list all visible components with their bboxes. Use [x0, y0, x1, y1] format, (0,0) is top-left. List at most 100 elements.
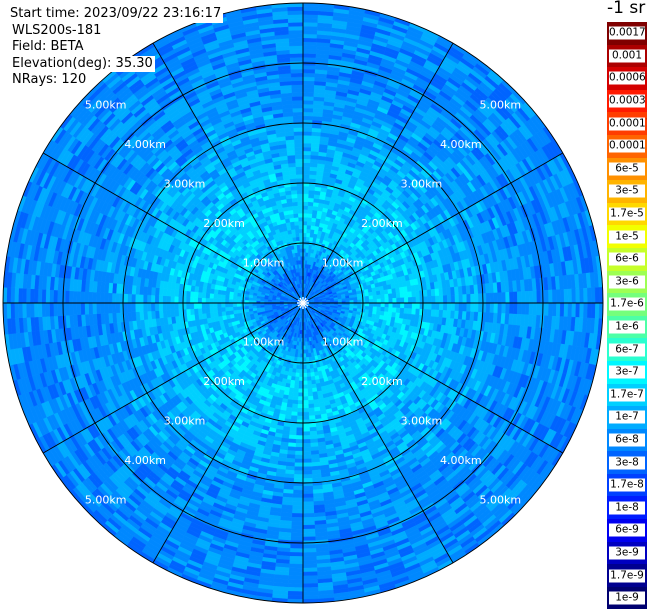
range-gate-cell	[303, 50, 316, 54]
range-gate-cell	[303, 451, 311, 455]
range-gate-cell	[309, 178, 316, 182]
range-gate-cell	[303, 131, 312, 135]
range-gate-cell	[308, 400, 314, 404]
range-gate-cell	[303, 529, 315, 533]
range-gate-cell	[307, 377, 311, 381]
range-gate-cell	[517, 292, 521, 303]
range-gate-cell	[290, 548, 303, 552]
range-gate-cell	[306, 353, 309, 357]
range-gate-cell	[303, 506, 314, 510]
range-gate-cell	[295, 451, 303, 455]
range-gate-cell	[502, 303, 506, 314]
range-gate-cell	[303, 85, 314, 89]
range-gate-cell	[303, 108, 313, 112]
range-gate-cell	[303, 560, 317, 564]
range-gate-cell	[373, 303, 377, 307]
range-gate-cell	[432, 296, 436, 303]
range-gate-cell	[397, 303, 401, 308]
range-gate-cell	[428, 303, 432, 310]
range-gate-cell	[310, 365, 314, 369]
range-gate-cell	[389, 303, 393, 308]
range-gate-cell	[572, 303, 576, 317]
range-gate-cell	[309, 186, 315, 190]
range-gate-cell	[303, 178, 310, 182]
range-gate-cell	[303, 548, 316, 552]
range-gate-cell	[303, 412, 309, 416]
range-gate-cell	[377, 295, 381, 299]
range-gate-cell	[432, 303, 436, 310]
range-gate-cell	[293, 392, 298, 396]
range-gate-cell	[303, 221, 307, 225]
range-gate-cell	[303, 57, 316, 61]
range-gate-cell	[564, 303, 568, 317]
range-gate-cell	[303, 151, 311, 155]
range-gate-cell	[295, 373, 299, 377]
range-gate-cell	[288, 587, 303, 591]
range-gate-cell	[474, 303, 478, 312]
range-gate-cell	[587, 303, 591, 318]
range-gate-cell	[303, 552, 316, 556]
range-gate-cell	[463, 303, 467, 312]
range-gate-cell	[292, 400, 298, 404]
range-gate-cell	[303, 474, 312, 478]
range-gate-cell	[306, 357, 309, 361]
range-gate-cell	[309, 194, 315, 198]
range-gate-cell	[576, 303, 580, 318]
range-gate-cell	[303, 237, 307, 241]
range-gate-cell	[486, 293, 490, 303]
range-gate-cell	[303, 583, 318, 587]
range-gate-cell	[299, 369, 303, 373]
range-gate-cell	[525, 303, 529, 315]
range-gate-cell	[297, 408, 303, 412]
range-gate-cell	[385, 299, 389, 304]
range-gate-cell	[289, 568, 303, 572]
range-gate-cell	[303, 7, 319, 11]
range-gate-cell	[309, 408, 315, 412]
range-gate-cell	[358, 303, 362, 306]
range-gate-cell	[498, 293, 502, 303]
range-gate-cell	[377, 303, 381, 307]
range-gate-cell	[392, 308, 396, 313]
range-gate-cell	[306, 237, 310, 241]
range-gate-cell	[303, 397, 308, 401]
range-gate-cell	[290, 545, 303, 549]
range-gate-cell	[408, 303, 412, 309]
range-gate-cell	[298, 397, 303, 401]
range-gate-cell	[303, 190, 309, 194]
range-gate-cell	[587, 288, 591, 303]
range-gate-cell	[303, 14, 318, 18]
range-gate-cell	[443, 295, 447, 303]
range-gate-cell	[292, 513, 303, 517]
range-gate-cell	[467, 294, 471, 303]
range-gate-cell	[310, 167, 317, 171]
range-gate-cell	[591, 288, 595, 303]
range-gate-cell	[303, 365, 307, 369]
range-gate-cell	[397, 298, 401, 303]
range-gate-cell	[471, 294, 475, 303]
range-gate-cell	[303, 198, 309, 202]
range-gate-cell	[303, 112, 313, 116]
range-gate-cell	[502, 292, 506, 303]
range-gate-cell	[303, 572, 317, 576]
range-gate-cell	[303, 77, 315, 81]
range-gate-cell	[365, 293, 369, 297]
range-gate-cell	[294, 385, 299, 389]
range-gate-cell	[288, 583, 303, 587]
range-gate-cell	[385, 307, 389, 312]
range-gate-cell	[369, 303, 373, 307]
range-gate-cell	[291, 416, 297, 420]
range-gate-cell	[303, 159, 311, 163]
range-gate-cell	[416, 297, 420, 303]
range-gate-cell	[307, 217, 312, 221]
range-gate-cell	[303, 369, 307, 373]
range-gate-cell	[303, 22, 318, 26]
range-gate-cell	[308, 202, 314, 206]
range-gate-cell	[506, 303, 510, 314]
range-gate-cell	[381, 303, 385, 307]
range-gate-cell	[385, 294, 389, 299]
range-gate-cell	[303, 245, 306, 249]
range-gate-cell	[478, 294, 482, 303]
range-gate-cell	[560, 289, 564, 303]
range-gate-cell	[296, 432, 303, 436]
range-gate-cell	[298, 389, 303, 393]
